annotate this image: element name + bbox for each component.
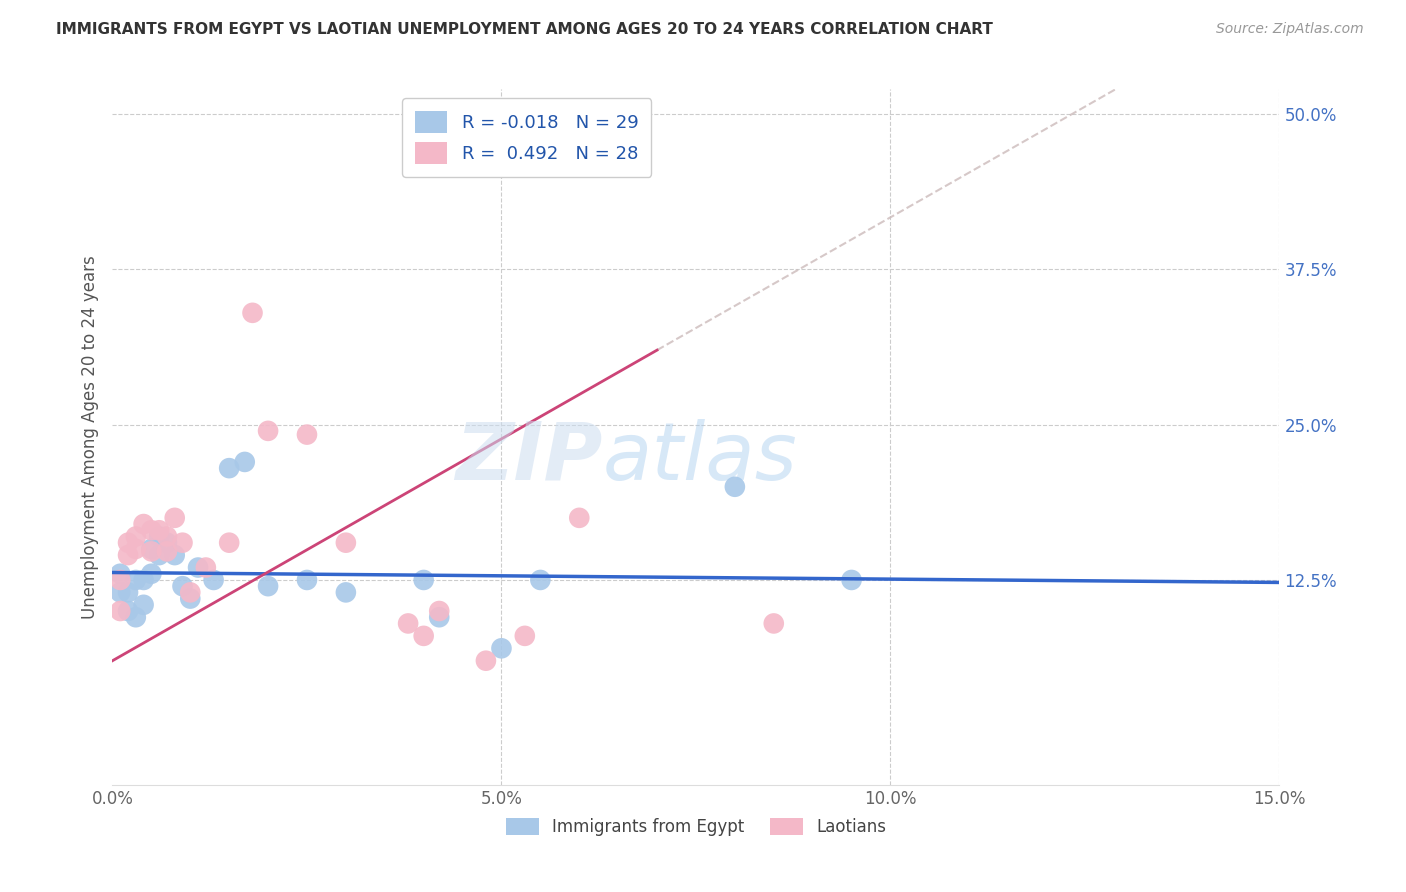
Point xyxy=(202,573,225,587)
Text: atlas: atlas xyxy=(603,419,797,497)
Point xyxy=(724,480,747,494)
Point xyxy=(427,610,450,624)
Point xyxy=(242,306,264,320)
Point xyxy=(513,629,536,643)
Point xyxy=(335,585,357,599)
Point xyxy=(117,604,139,618)
Point xyxy=(762,616,785,631)
Point xyxy=(148,523,170,537)
Point xyxy=(841,573,863,587)
Point xyxy=(132,573,155,587)
Point xyxy=(412,573,434,587)
Point xyxy=(295,573,318,587)
Point xyxy=(179,585,201,599)
Point xyxy=(141,566,163,581)
Point xyxy=(156,535,179,549)
Point xyxy=(427,604,450,618)
Point xyxy=(233,455,256,469)
Point xyxy=(257,579,280,593)
Point xyxy=(172,535,194,549)
Point xyxy=(187,560,209,574)
Point xyxy=(218,535,240,549)
Point xyxy=(141,544,163,558)
Point xyxy=(148,548,170,562)
Point xyxy=(257,424,280,438)
Text: ZIP: ZIP xyxy=(456,419,603,497)
Point xyxy=(141,541,163,556)
Point xyxy=(110,585,132,599)
Point xyxy=(117,548,139,562)
Point xyxy=(125,541,148,556)
Point xyxy=(110,604,132,618)
Point xyxy=(110,566,132,581)
Point xyxy=(172,579,194,593)
Point xyxy=(179,591,201,606)
Point xyxy=(163,548,186,562)
Point xyxy=(156,544,179,558)
Point xyxy=(475,654,498,668)
Point xyxy=(110,573,132,587)
Point xyxy=(335,535,357,549)
Point xyxy=(132,598,155,612)
Point xyxy=(295,427,318,442)
Point xyxy=(568,511,591,525)
Point xyxy=(148,529,170,543)
Point xyxy=(194,560,217,574)
Point xyxy=(396,616,419,631)
Point xyxy=(412,629,434,643)
Point xyxy=(156,529,179,543)
Text: IMMIGRANTS FROM EGYPT VS LAOTIAN UNEMPLOYMENT AMONG AGES 20 TO 24 YEARS CORRELAT: IMMIGRANTS FROM EGYPT VS LAOTIAN UNEMPLO… xyxy=(56,22,993,37)
Point xyxy=(218,461,240,475)
Point xyxy=(132,516,155,531)
Point xyxy=(141,523,163,537)
Text: Source: ZipAtlas.com: Source: ZipAtlas.com xyxy=(1216,22,1364,37)
Point xyxy=(117,535,139,549)
Point xyxy=(529,573,551,587)
Point xyxy=(163,511,186,525)
Point xyxy=(125,610,148,624)
Point xyxy=(491,641,513,656)
Y-axis label: Unemployment Among Ages 20 to 24 years: Unemployment Among Ages 20 to 24 years xyxy=(80,255,98,619)
Legend: Immigrants from Egypt, Laotians: Immigrants from Egypt, Laotians xyxy=(499,811,893,843)
Point xyxy=(117,585,139,599)
Point xyxy=(125,529,148,543)
Point xyxy=(125,573,148,587)
